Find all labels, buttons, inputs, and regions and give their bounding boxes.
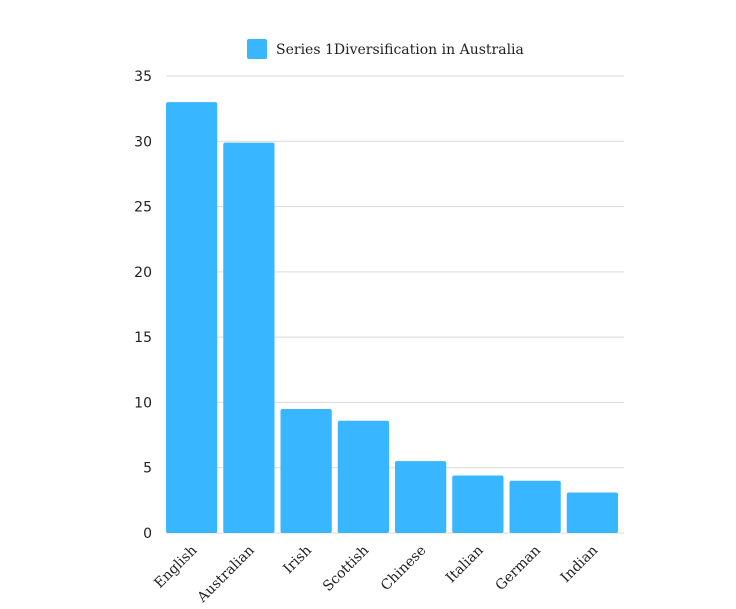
bar-german xyxy=(509,480,561,533)
x-tick-label-chinese: Chinese xyxy=(378,543,430,595)
legend-label: Series 1Diversification in Australia xyxy=(276,42,524,58)
y-tick-label: 15 xyxy=(134,330,152,346)
x-tick-label-german: German xyxy=(492,543,543,594)
x-tick-label-irish: Irish xyxy=(280,543,315,578)
x-tick-label-scottish: Scottish xyxy=(320,543,372,595)
y-tick-label: 30 xyxy=(134,134,152,150)
y-tick-label: 20 xyxy=(134,265,152,281)
bar-indian xyxy=(566,492,618,533)
bars xyxy=(166,102,618,533)
y-tick-label: 0 xyxy=(143,526,152,542)
x-tick-label-english: English xyxy=(151,543,200,592)
bar-chinese xyxy=(395,461,447,533)
x-tick-label-italian: Italian xyxy=(443,543,487,587)
y-tick-label: 5 xyxy=(143,461,152,477)
legend: Series 1Diversification in Australia xyxy=(247,39,524,59)
x-tick-label-indian: Indian xyxy=(558,543,601,586)
y-tick-label: 10 xyxy=(134,395,152,411)
legend-swatch xyxy=(247,39,267,59)
bar-english xyxy=(166,102,218,533)
bar-scottish xyxy=(337,420,389,533)
bar-irish xyxy=(280,408,332,533)
y-tick-label: 25 xyxy=(134,200,152,216)
x-tick-label-australian: Australian xyxy=(194,543,258,607)
y-axis-tick-labels: 0 5 10 15 20 25 30 35 xyxy=(134,69,152,542)
y-tick-label: 35 xyxy=(134,69,152,85)
bar-australian xyxy=(223,142,275,533)
bar-italian xyxy=(452,475,504,533)
